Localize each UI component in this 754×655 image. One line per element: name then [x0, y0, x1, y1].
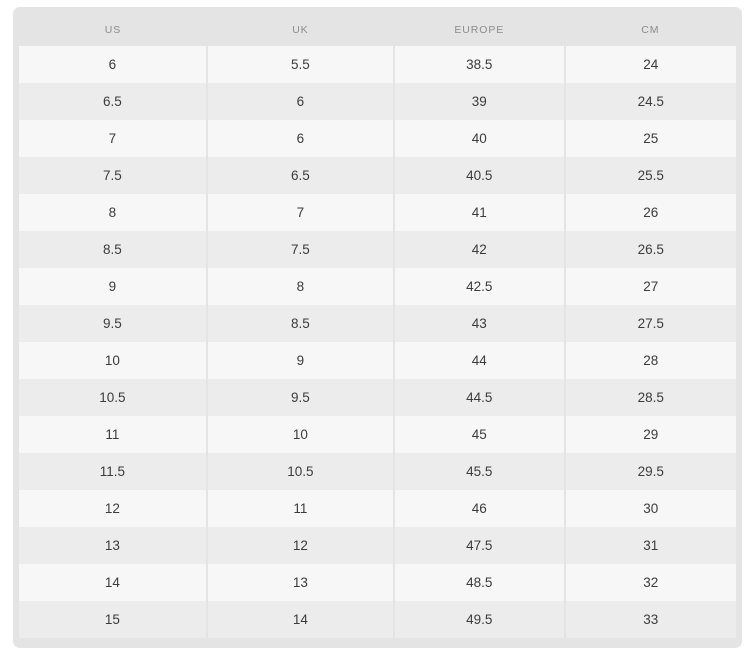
- cell-europe: 41: [393, 194, 566, 231]
- cell-uk: 6: [206, 120, 395, 157]
- cell-europe: 44: [393, 342, 566, 379]
- cell-uk: 6.5: [206, 157, 395, 194]
- cell-uk: 8: [206, 268, 395, 305]
- cell-uk: 10: [206, 416, 395, 453]
- cell-europe: 49.5: [393, 601, 566, 638]
- cell-cm: 27: [564, 268, 736, 305]
- table-header: US UK EUROPE CM: [19, 13, 736, 46]
- cell-cm: 26: [564, 194, 736, 231]
- cell-europe: 39: [393, 83, 566, 120]
- table-row: 8 7 41 26: [19, 194, 736, 231]
- cell-uk: 7: [206, 194, 395, 231]
- cell-us: 14: [19, 564, 208, 601]
- table-row: 8.5 7.5 42 26.5: [19, 231, 736, 268]
- cell-cm: 29: [564, 416, 736, 453]
- table-row: 9 8 42.5 27: [19, 268, 736, 305]
- cell-europe: 38.5: [393, 46, 566, 83]
- cell-cm: 24.5: [564, 83, 736, 120]
- cell-cm: 29.5: [564, 453, 736, 490]
- size-chart-container: US UK EUROPE CM 6 5.5 38.5 24 6.5 6 39 24.5 7 6 40…: [13, 7, 742, 648]
- table-row: 6.5 6 39 24.5: [19, 83, 736, 120]
- cell-cm: 32: [564, 564, 736, 601]
- cell-europe: 44.5: [393, 379, 566, 416]
- cell-uk: 12: [206, 527, 395, 564]
- cell-cm: 25.5: [564, 157, 736, 194]
- cell-europe: 40.5: [393, 157, 566, 194]
- table-row: 10.5 9.5 44.5 28.5: [19, 379, 736, 416]
- cell-us: 9.5: [19, 305, 208, 342]
- cell-europe: 43: [393, 305, 566, 342]
- cell-europe: 47.5: [393, 527, 566, 564]
- cell-cm: 30: [564, 490, 736, 527]
- cell-us: 6: [19, 46, 208, 83]
- column-header-us: US: [19, 13, 207, 46]
- table-row: 7.5 6.5 40.5 25.5: [19, 157, 736, 194]
- cell-us: 10: [19, 342, 208, 379]
- table-row: 11 10 45 29: [19, 416, 736, 453]
- cell-cm: 24: [564, 46, 736, 83]
- cell-uk: 5.5: [206, 46, 395, 83]
- cell-europe: 45.5: [393, 453, 566, 490]
- cell-us: 7.5: [19, 157, 208, 194]
- table-row: 11.5 10.5 45.5 29.5: [19, 453, 736, 490]
- table-row: 13 12 47.5 31: [19, 527, 736, 564]
- cell-us: 15: [19, 601, 208, 638]
- table-header-row: US UK EUROPE CM: [19, 13, 736, 46]
- cell-us: 7: [19, 120, 208, 157]
- table-row: 12 11 46 30: [19, 490, 736, 527]
- cell-cm: 33: [564, 601, 736, 638]
- cell-us: 11.5: [19, 453, 208, 490]
- cell-europe: 46: [393, 490, 566, 527]
- table-row: 10 9 44 28: [19, 342, 736, 379]
- cell-us: 13: [19, 527, 208, 564]
- cell-europe: 42.5: [393, 268, 566, 305]
- shoe-size-conversion-table: US UK EUROPE CM 6 5.5 38.5 24 6.5 6 39 24.5 7 6 40…: [19, 13, 736, 638]
- cell-cm: 28: [564, 342, 736, 379]
- column-header-cm: CM: [564, 13, 736, 46]
- table-row: 9.5 8.5 43 27.5: [19, 305, 736, 342]
- cell-uk: 9.5: [206, 379, 395, 416]
- cell-cm: 25: [564, 120, 736, 157]
- table-row: 7 6 40 25: [19, 120, 736, 157]
- cell-uk: 7.5: [206, 231, 395, 268]
- column-header-uk: UK: [206, 13, 394, 46]
- cell-us: 9: [19, 268, 208, 305]
- cell-us: 8.5: [19, 231, 208, 268]
- table-row: 15 14 49.5 33: [19, 601, 736, 638]
- cell-cm: 28.5: [564, 379, 736, 416]
- cell-uk: 11: [206, 490, 395, 527]
- cell-uk: 13: [206, 564, 395, 601]
- cell-us: 10.5: [19, 379, 208, 416]
- cell-cm: 27.5: [564, 305, 736, 342]
- cell-uk: 9: [206, 342, 395, 379]
- cell-us: 11: [19, 416, 208, 453]
- table-row: 6 5.5 38.5 24: [19, 46, 736, 83]
- cell-us: 12: [19, 490, 208, 527]
- cell-europe: 45: [393, 416, 566, 453]
- cell-us: 6.5: [19, 83, 208, 120]
- cell-uk: 8.5: [206, 305, 395, 342]
- cell-cm: 26.5: [564, 231, 736, 268]
- table-body: 6 5.5 38.5 24 6.5 6 39 24.5 7 6 40 25 7.5 6.5 40.5 25.5…: [19, 46, 736, 638]
- cell-uk: 10.5: [206, 453, 395, 490]
- table-row: 14 13 48.5 32: [19, 564, 736, 601]
- cell-us: 8: [19, 194, 208, 231]
- cell-uk: 6: [206, 83, 395, 120]
- cell-europe: 48.5: [393, 564, 566, 601]
- cell-europe: 40: [393, 120, 566, 157]
- cell-uk: 14: [206, 601, 395, 638]
- cell-europe: 42: [393, 231, 566, 268]
- cell-cm: 31: [564, 527, 736, 564]
- column-header-europe: EUROPE: [393, 13, 565, 46]
